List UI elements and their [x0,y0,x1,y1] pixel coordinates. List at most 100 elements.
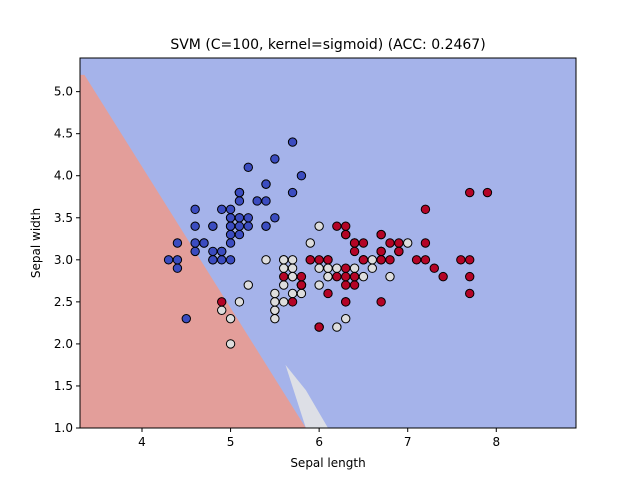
data-point-class-0 [208,221,218,231]
data-point-class-2 [482,187,493,198]
data-point-class-0 [181,313,191,324]
data-point-class-0 [261,221,271,231]
data-point-class-2 [314,322,324,332]
x-tick-label: 6 [315,435,323,449]
data-point-class-0 [163,255,174,265]
data-point-class-2 [217,297,227,307]
region-class-1 [285,364,328,428]
data-point-class-0 [190,204,200,215]
data-point-class-0 [225,255,236,265]
data-point-class-2 [465,187,475,198]
data-point-class-2 [420,238,431,248]
axes-frame [79,57,577,429]
data-point-class-2 [341,221,351,231]
data-point-class-1 [332,263,342,273]
y-tick-label: 1.5 [54,379,73,393]
data-point-class-0 [261,196,271,206]
data-point-class-2 [420,255,431,265]
data-point-class-1 [323,263,333,273]
x-tick-label: 8 [492,435,500,449]
data-point-class-1 [279,255,289,265]
data-point-class-1 [217,305,227,315]
decision-regions [80,58,576,429]
data-point-class-2 [376,255,386,265]
data-point-class-0 [208,246,218,257]
data-point-class-1 [323,271,333,282]
y-tick-label: 2.5 [54,295,73,309]
data-point-class-2 [411,255,422,265]
y-tick-label: 3.0 [54,253,73,267]
data-point-class-2 [429,263,439,273]
data-point-class-1 [332,322,342,332]
data-point-class-0 [287,137,298,147]
data-point-class-0 [243,213,253,223]
data-point-class-2 [465,255,475,265]
data-point-class-2 [465,271,475,282]
data-point-class-2 [332,221,342,231]
data-point-class-0 [234,187,245,198]
data-point-class-0 [172,238,183,248]
data-point-class-2 [376,229,386,240]
data-point-class-1 [270,313,280,324]
data-point-class-2 [376,297,386,307]
data-point-class-1 [358,271,369,282]
data-point-class-0 [243,162,253,173]
data-point-class-1 [225,339,236,349]
data-point-class-0 [225,229,236,240]
y-tick-label: 2.0 [54,337,73,351]
data-point-class-0 [252,196,262,206]
data-point-class-2 [341,297,351,307]
data-point-class-1 [270,288,280,299]
data-point-class-0 [243,221,253,231]
data-point-class-1 [243,280,253,290]
data-point-class-0 [199,238,209,248]
data-point-class-2 [358,255,369,265]
data-point-class-1 [234,297,245,307]
data-point-class-0 [296,171,307,181]
data-point-class-1 [341,313,351,324]
data-point-class-2 [358,238,369,248]
data-point-class-1 [287,255,298,265]
data-point-class-1 [314,263,324,273]
data-point-class-2 [385,255,395,265]
data-point-class-2 [465,288,475,299]
data-point-class-0 [261,179,271,189]
data-point-class-1 [225,313,236,324]
data-point-class-1 [403,238,413,248]
x-tick-label: 4 [138,435,146,449]
data-point-class-0 [234,221,245,231]
axes: 4 5 6 7 8 1.0 1.5 2.0 2.5 3.0 3.5 4.0 4.5 5.0 [54,57,577,449]
data-point-class-2 [376,246,386,257]
data-point-class-2 [341,280,351,290]
data-point-class-0 [225,204,236,215]
data-point-class-0 [234,196,245,206]
x-axis-label: Sepal length [290,456,365,470]
data-point-class-1 [287,271,298,282]
data-point-class-2 [314,255,324,265]
data-point-class-1 [385,271,395,282]
data-point-class-0 [217,255,227,265]
data-point-class-2 [323,288,333,299]
data-point-class-1 [296,288,307,299]
data-point-class-2 [296,271,307,282]
data-point-class-1 [279,280,289,290]
data-point-class-0 [234,213,245,223]
y-tick-label: 3.5 [54,211,73,225]
data-point-class-0 [225,221,236,231]
data-point-class-2 [420,204,431,215]
data-point-class-0 [172,255,183,265]
x-tick-label: 7 [404,435,412,449]
data-point-class-1 [279,263,289,273]
data-point-class-1 [367,263,377,273]
data-point-class-1 [270,297,280,307]
chart-title: SVM (C=100, kernel=sigmoid) (ACC: 0.2467… [170,37,485,53]
data-point-class-2 [394,246,404,257]
data-point-class-2 [341,271,351,282]
data-point-class-2 [305,255,315,265]
data-point-class-1 [314,221,324,231]
data-point-class-2 [341,229,351,240]
data-point-class-2 [296,280,307,290]
data-point-class-0 [234,229,245,240]
data-point-class-0 [270,154,280,164]
